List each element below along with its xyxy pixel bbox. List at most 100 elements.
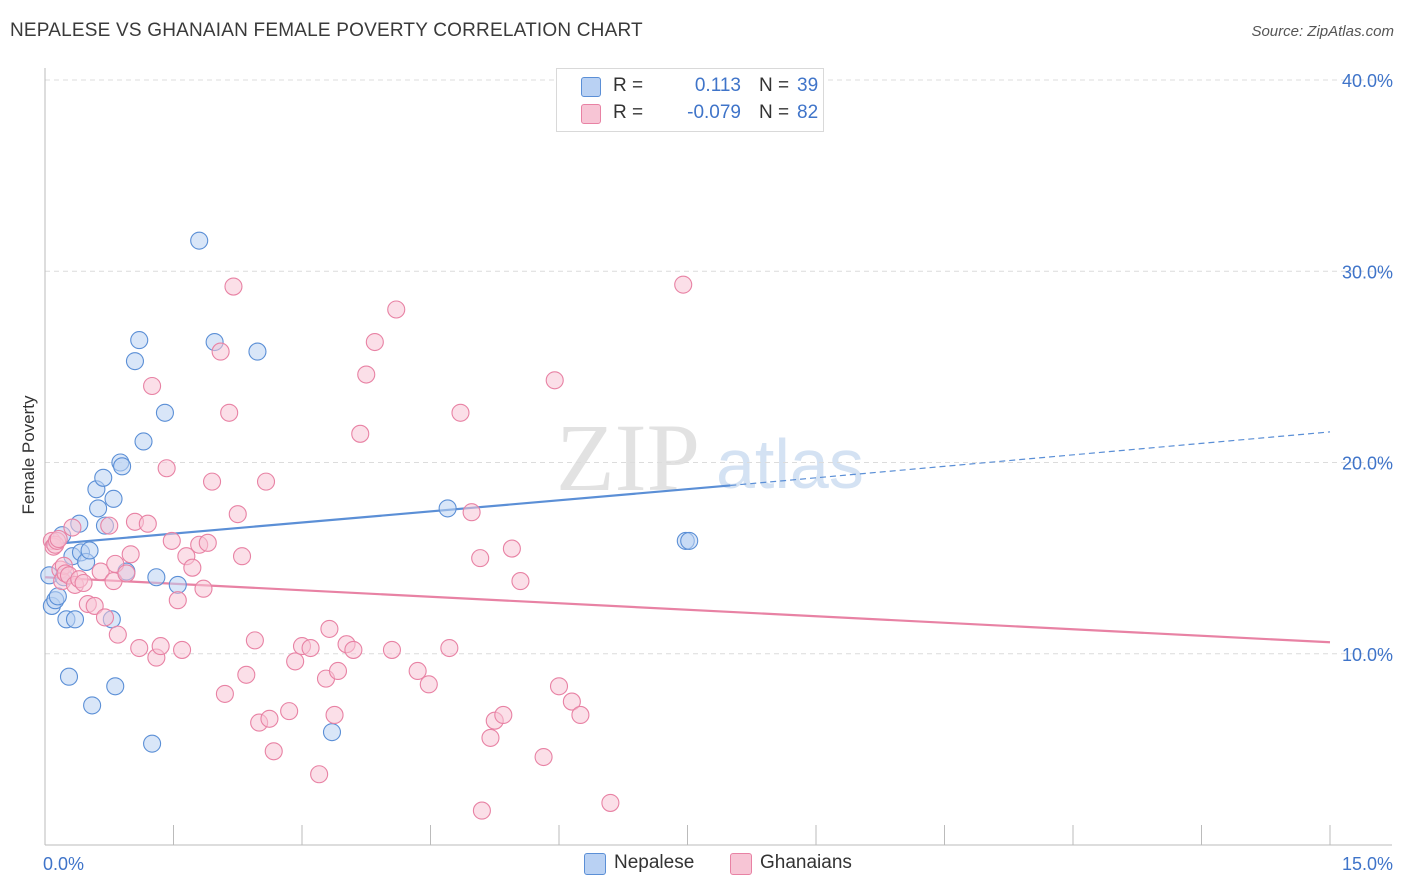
ghanaians-point — [325, 705, 344, 725]
ghanaians-point — [228, 505, 247, 524]
legend-label: Ghanaians — [760, 852, 852, 873]
nepalese-point — [48, 587, 67, 606]
axes — [44, 68, 1392, 846]
nepalese-point — [322, 723, 342, 742]
ghanaians-swatch — [730, 853, 752, 875]
y-tick-label: 40.0% — [1342, 71, 1393, 91]
y-tick-label: 10.0% — [1342, 645, 1393, 665]
ghanaians-point — [130, 638, 149, 658]
ghanaians-point — [357, 365, 376, 384]
watermark-zip: ZIP — [556, 404, 700, 511]
ghanaians-point — [382, 640, 402, 659]
r-value: 0.113 — [694, 75, 741, 96]
nepalese-point — [80, 541, 99, 560]
ghanaians-point — [74, 573, 93, 593]
nepalese-point — [106, 677, 125, 696]
ghanaians-point — [256, 472, 276, 491]
ghanaians-point — [183, 558, 202, 577]
ghanaians-point — [571, 705, 590, 725]
ghanaians-point — [237, 665, 256, 684]
data-points — [40, 231, 699, 820]
nepalese-trend-extension — [730, 431, 1331, 487]
n-value: 82 — [797, 102, 819, 123]
ghanaians-point — [472, 801, 491, 820]
ghanaians-point — [328, 661, 348, 681]
legend-label: Nepalese — [614, 852, 695, 873]
n-label: N = — [759, 75, 790, 96]
ghanaians-point — [451, 403, 470, 422]
watermark: ZIP atlas — [556, 404, 864, 511]
ghanaians-point — [310, 765, 329, 784]
ghanaians-point — [408, 661, 427, 681]
watermark-atlas: atlas — [716, 425, 864, 503]
ghanaians-point — [387, 300, 406, 319]
nepalese-point — [248, 342, 267, 361]
ghanaians-point — [215, 684, 234, 703]
ghanaians-point — [674, 275, 693, 294]
trend-lines — [44, 431, 1331, 644]
nepalese-trend-line — [44, 484, 731, 546]
nepalese-swatch — [581, 77, 601, 97]
n-value: 39 — [797, 75, 819, 96]
ghanaians-point — [151, 637, 170, 656]
ghanaians-point — [224, 277, 243, 296]
ghanaians-point — [440, 638, 459, 658]
nepalese-point — [680, 531, 699, 550]
tick-labels: 10.0% 20.0% 30.0% 40.0% 0.0% 15.0% — [43, 71, 1393, 874]
r-label: R = — [613, 102, 644, 123]
ghanaians-point — [162, 531, 181, 550]
ghanaians-point — [365, 332, 384, 352]
ghanaians-point — [419, 675, 438, 694]
x-tick-label: 0.0% — [43, 854, 84, 874]
ghanaians-point — [168, 591, 187, 610]
ghanaians-point — [245, 631, 264, 650]
ghanaians-point — [203, 472, 222, 491]
nepalese-point — [143, 734, 162, 753]
ghanaians-swatch — [581, 104, 601, 124]
ghanaians-point — [471, 549, 490, 568]
ghanaians-point — [280, 702, 299, 721]
ghanaians-point — [121, 545, 140, 564]
ghanaians-point — [117, 564, 136, 583]
chart-title: NEPALESE VS GHANAIAN FEMALE POVERTY CORR… — [10, 20, 643, 41]
ghanaians-point — [320, 619, 339, 638]
ghanaians-point — [545, 371, 564, 390]
ghanaians-point — [143, 376, 162, 396]
ghanaians-point — [511, 572, 530, 591]
r-label: R = — [613, 75, 644, 96]
ghanaians-point — [95, 608, 115, 627]
ghanaians-point — [301, 638, 320, 658]
ghanaians-point — [194, 579, 213, 598]
ghanaians-point — [232, 547, 252, 566]
nepalese-point — [438, 499, 457, 518]
nepalese-point — [65, 610, 85, 629]
nepalese-point — [155, 403, 174, 422]
ghanaians-point — [198, 533, 217, 552]
ghanaians-point — [108, 625, 127, 644]
nepalese-point — [94, 468, 113, 487]
correlation-legend: R = 0.113 N = 39 R = -0.079 N = 82 — [556, 68, 824, 132]
ghanaians-point — [49, 529, 68, 549]
ghanaians-point — [481, 728, 500, 747]
ghanaians-point — [63, 518, 82, 537]
ghanaians-point — [100, 516, 119, 535]
y-tick-label: 30.0% — [1342, 262, 1393, 282]
y-axis-title: Female Poverty — [19, 395, 38, 515]
ghanaians-point — [138, 514, 157, 533]
ghanaians-point — [462, 503, 481, 522]
nepalese-point — [83, 696, 102, 715]
nepalese-point — [130, 331, 149, 350]
nepalese-point — [168, 575, 187, 594]
ghanaians-point — [264, 742, 283, 761]
nepalese-point — [147, 568, 166, 587]
y-tick-label: 20.0% — [1342, 454, 1393, 474]
r-value: -0.079 — [687, 102, 741, 123]
ghanaians-point — [157, 459, 176, 478]
ghanaians-point — [85, 596, 104, 615]
nepalese-point — [134, 432, 153, 451]
nepalese-point — [113, 457, 132, 476]
ghanaians-point — [601, 793, 620, 812]
ghanaians-point — [220, 403, 239, 422]
ghanaians-trend-line — [44, 576, 1331, 644]
